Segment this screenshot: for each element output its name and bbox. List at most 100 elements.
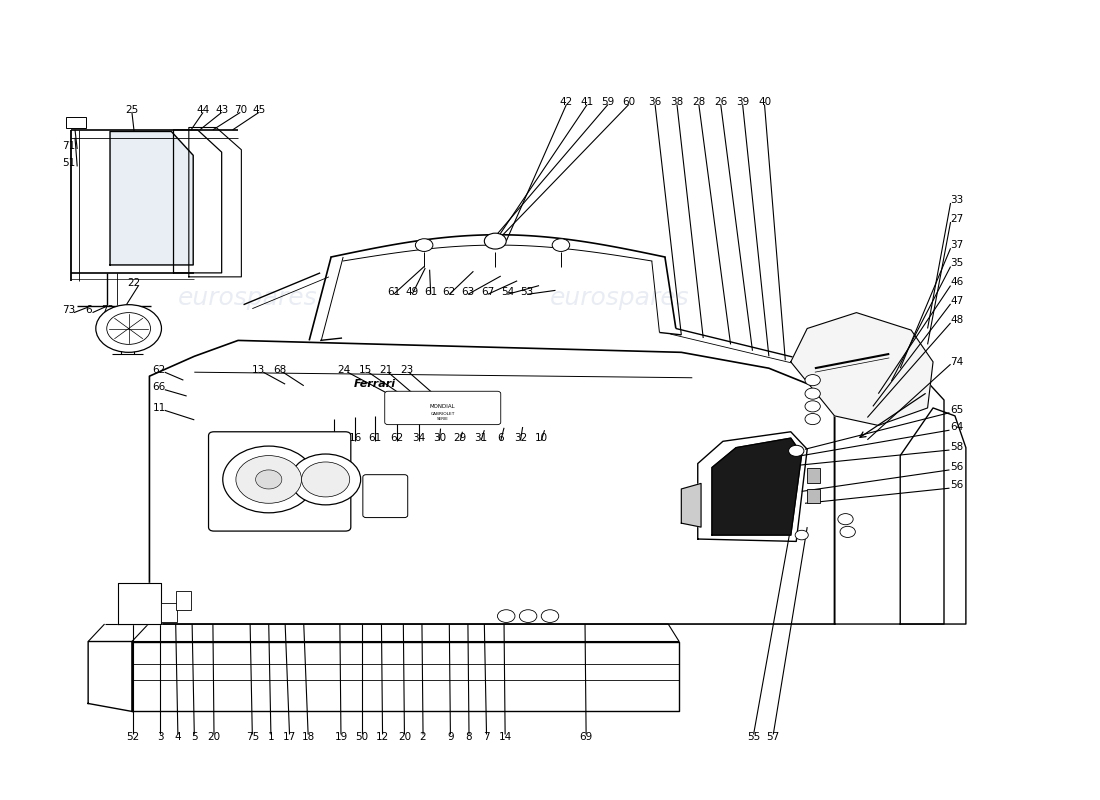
Text: 52: 52: [126, 732, 140, 742]
Text: 67: 67: [481, 287, 494, 297]
Polygon shape: [791, 313, 933, 426]
Text: 1: 1: [267, 732, 274, 742]
Text: 12: 12: [376, 732, 389, 742]
Text: eurospares: eurospares: [178, 556, 318, 580]
Text: 15: 15: [359, 365, 372, 375]
Text: 55: 55: [747, 732, 760, 742]
Text: 39: 39: [736, 97, 749, 107]
Circle shape: [805, 401, 821, 412]
Bar: [162, 603, 177, 622]
Text: 11: 11: [153, 403, 166, 413]
Text: 63: 63: [461, 287, 474, 297]
Text: 56: 56: [950, 462, 964, 472]
Circle shape: [416, 238, 433, 251]
Text: 9: 9: [447, 732, 453, 742]
FancyBboxPatch shape: [209, 432, 351, 531]
Text: 64: 64: [950, 422, 964, 432]
Text: 3: 3: [157, 732, 164, 742]
Text: 37: 37: [950, 240, 964, 250]
Text: 28: 28: [692, 97, 705, 107]
Text: 21: 21: [379, 365, 393, 375]
Text: CABRIOLET: CABRIOLET: [430, 411, 455, 415]
Text: 65: 65: [950, 405, 964, 414]
Circle shape: [541, 610, 559, 622]
Circle shape: [223, 446, 315, 513]
Polygon shape: [697, 432, 807, 542]
Text: 66: 66: [153, 382, 166, 392]
Circle shape: [519, 610, 537, 622]
Text: 61: 61: [425, 287, 438, 297]
Text: SERIE: SERIE: [437, 417, 449, 421]
Text: 59: 59: [602, 97, 615, 107]
Polygon shape: [681, 483, 701, 527]
Text: 71: 71: [62, 141, 75, 150]
Text: 16: 16: [349, 433, 362, 443]
Text: 34: 34: [412, 433, 426, 443]
Text: 40: 40: [758, 97, 771, 107]
Text: 41: 41: [581, 97, 594, 107]
Text: 17: 17: [283, 732, 296, 742]
Text: 31: 31: [474, 433, 487, 443]
Text: 4: 4: [175, 732, 182, 742]
Circle shape: [486, 234, 504, 247]
Text: 51: 51: [62, 158, 75, 168]
Text: 6: 6: [85, 306, 91, 315]
Circle shape: [235, 456, 301, 503]
Text: 10: 10: [535, 433, 548, 443]
Text: 2: 2: [420, 732, 427, 742]
Text: 50: 50: [355, 732, 368, 742]
Text: 43: 43: [214, 105, 229, 115]
Text: 58: 58: [950, 442, 964, 452]
Text: 61: 61: [387, 287, 400, 297]
Text: 73: 73: [62, 306, 75, 315]
Text: 7: 7: [483, 732, 490, 742]
Text: 44: 44: [197, 105, 210, 115]
Text: 49: 49: [406, 287, 419, 297]
Text: 20: 20: [208, 732, 221, 742]
Circle shape: [552, 238, 570, 251]
FancyBboxPatch shape: [363, 474, 408, 518]
Polygon shape: [189, 127, 241, 277]
Polygon shape: [835, 376, 944, 624]
Text: 35: 35: [950, 258, 964, 268]
Text: 46: 46: [950, 278, 964, 287]
Text: 27: 27: [950, 214, 964, 224]
Text: 19: 19: [334, 732, 348, 742]
Circle shape: [805, 374, 821, 386]
Text: 6: 6: [497, 433, 504, 443]
Circle shape: [805, 414, 821, 425]
Text: 24: 24: [338, 365, 351, 375]
Circle shape: [96, 305, 162, 352]
Polygon shape: [712, 438, 802, 535]
Circle shape: [497, 610, 515, 622]
Circle shape: [107, 313, 151, 344]
Text: eurospares: eurospares: [550, 286, 690, 310]
Text: 54: 54: [500, 287, 514, 297]
Circle shape: [838, 514, 854, 525]
Text: 13: 13: [252, 365, 265, 375]
Polygon shape: [110, 131, 194, 265]
Text: 29: 29: [453, 433, 466, 443]
Polygon shape: [132, 642, 679, 711]
Bar: [807, 467, 821, 483]
Circle shape: [290, 454, 361, 505]
Text: 33: 33: [950, 194, 964, 205]
Circle shape: [255, 470, 282, 489]
Text: 20: 20: [398, 732, 411, 742]
Text: 57: 57: [767, 732, 780, 742]
Text: 14: 14: [498, 732, 512, 742]
Circle shape: [789, 446, 804, 457]
Text: eurospares: eurospares: [178, 286, 318, 310]
Text: 26: 26: [714, 97, 727, 107]
Polygon shape: [174, 130, 222, 273]
Bar: [176, 590, 191, 610]
Text: 48: 48: [950, 314, 964, 325]
Text: 47: 47: [950, 296, 964, 306]
Text: 42: 42: [560, 97, 573, 107]
Text: Ferrari: Ferrari: [354, 379, 396, 389]
Text: 74: 74: [950, 357, 964, 367]
Circle shape: [795, 530, 808, 540]
Text: 36: 36: [648, 97, 662, 107]
Text: 30: 30: [433, 433, 446, 443]
Text: 53: 53: [520, 287, 534, 297]
